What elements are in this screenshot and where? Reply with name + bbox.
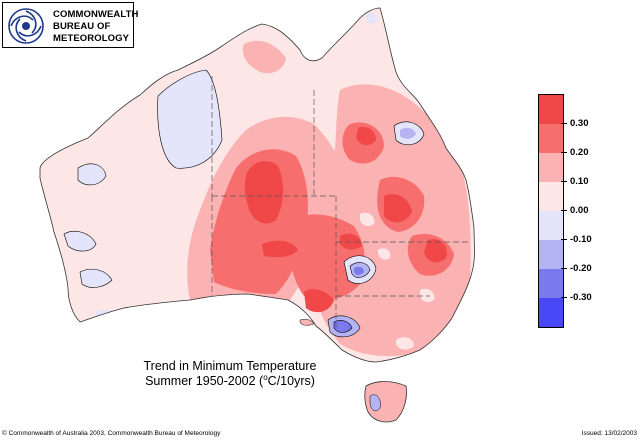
legend-swatch [539, 211, 563, 240]
legend-tick [561, 297, 567, 298]
legend-label: -0.10 [570, 234, 592, 245]
logo-line-2: BUREAU OF [53, 21, 111, 32]
logo-line-1: COMMONWEALTH [53, 9, 139, 20]
legend-tick [561, 210, 567, 211]
logo-line-3: METEOROLOGY [53, 33, 130, 44]
degree-mark: o [263, 372, 268, 382]
legend-label: 0.00 [570, 205, 589, 216]
issued-date: Issued: 13/02/2003 [581, 430, 637, 437]
legend-tick [561, 268, 567, 269]
map-title-line-1: Trend in Minimum Temperature [143, 359, 317, 373]
map-title-suffix: C/10yrs) [267, 374, 315, 388]
legend-label: -0.20 [570, 263, 592, 274]
legend-label: 0.10 [570, 176, 589, 187]
legend-swatch [539, 240, 563, 269]
legend-swatch [539, 298, 563, 327]
map-title-prefix: Summer 1950-2002 ( [145, 374, 264, 388]
legend-swatch [539, 95, 563, 124]
legend-label: 0.20 [570, 147, 589, 158]
legend-tick [561, 239, 567, 240]
legend-tick [561, 181, 567, 182]
copyright-note: © Commonwealth of Australia 2003, Common… [2, 430, 221, 437]
legend-tick [561, 152, 567, 153]
legend-swatch [539, 182, 563, 211]
map-title-line-2: Summer 1950-2002 (oC/10yrs) [115, 372, 345, 389]
map-title: Trend in Minimum Temperature Summer 1950… [115, 359, 345, 389]
legend-swatch [539, 153, 563, 182]
bureau-logo: COMMONWEALTH BUREAU OF METEOROLOGY [2, 2, 138, 48]
legend-swatch [539, 124, 563, 153]
bureau-emblem-icon [8, 8, 44, 44]
legend-label: -0.30 [570, 292, 592, 303]
legend-swatch [539, 269, 563, 298]
legend-label: 0.30 [570, 118, 589, 129]
legend-tick [561, 123, 567, 124]
legend-bar [538, 94, 564, 328]
